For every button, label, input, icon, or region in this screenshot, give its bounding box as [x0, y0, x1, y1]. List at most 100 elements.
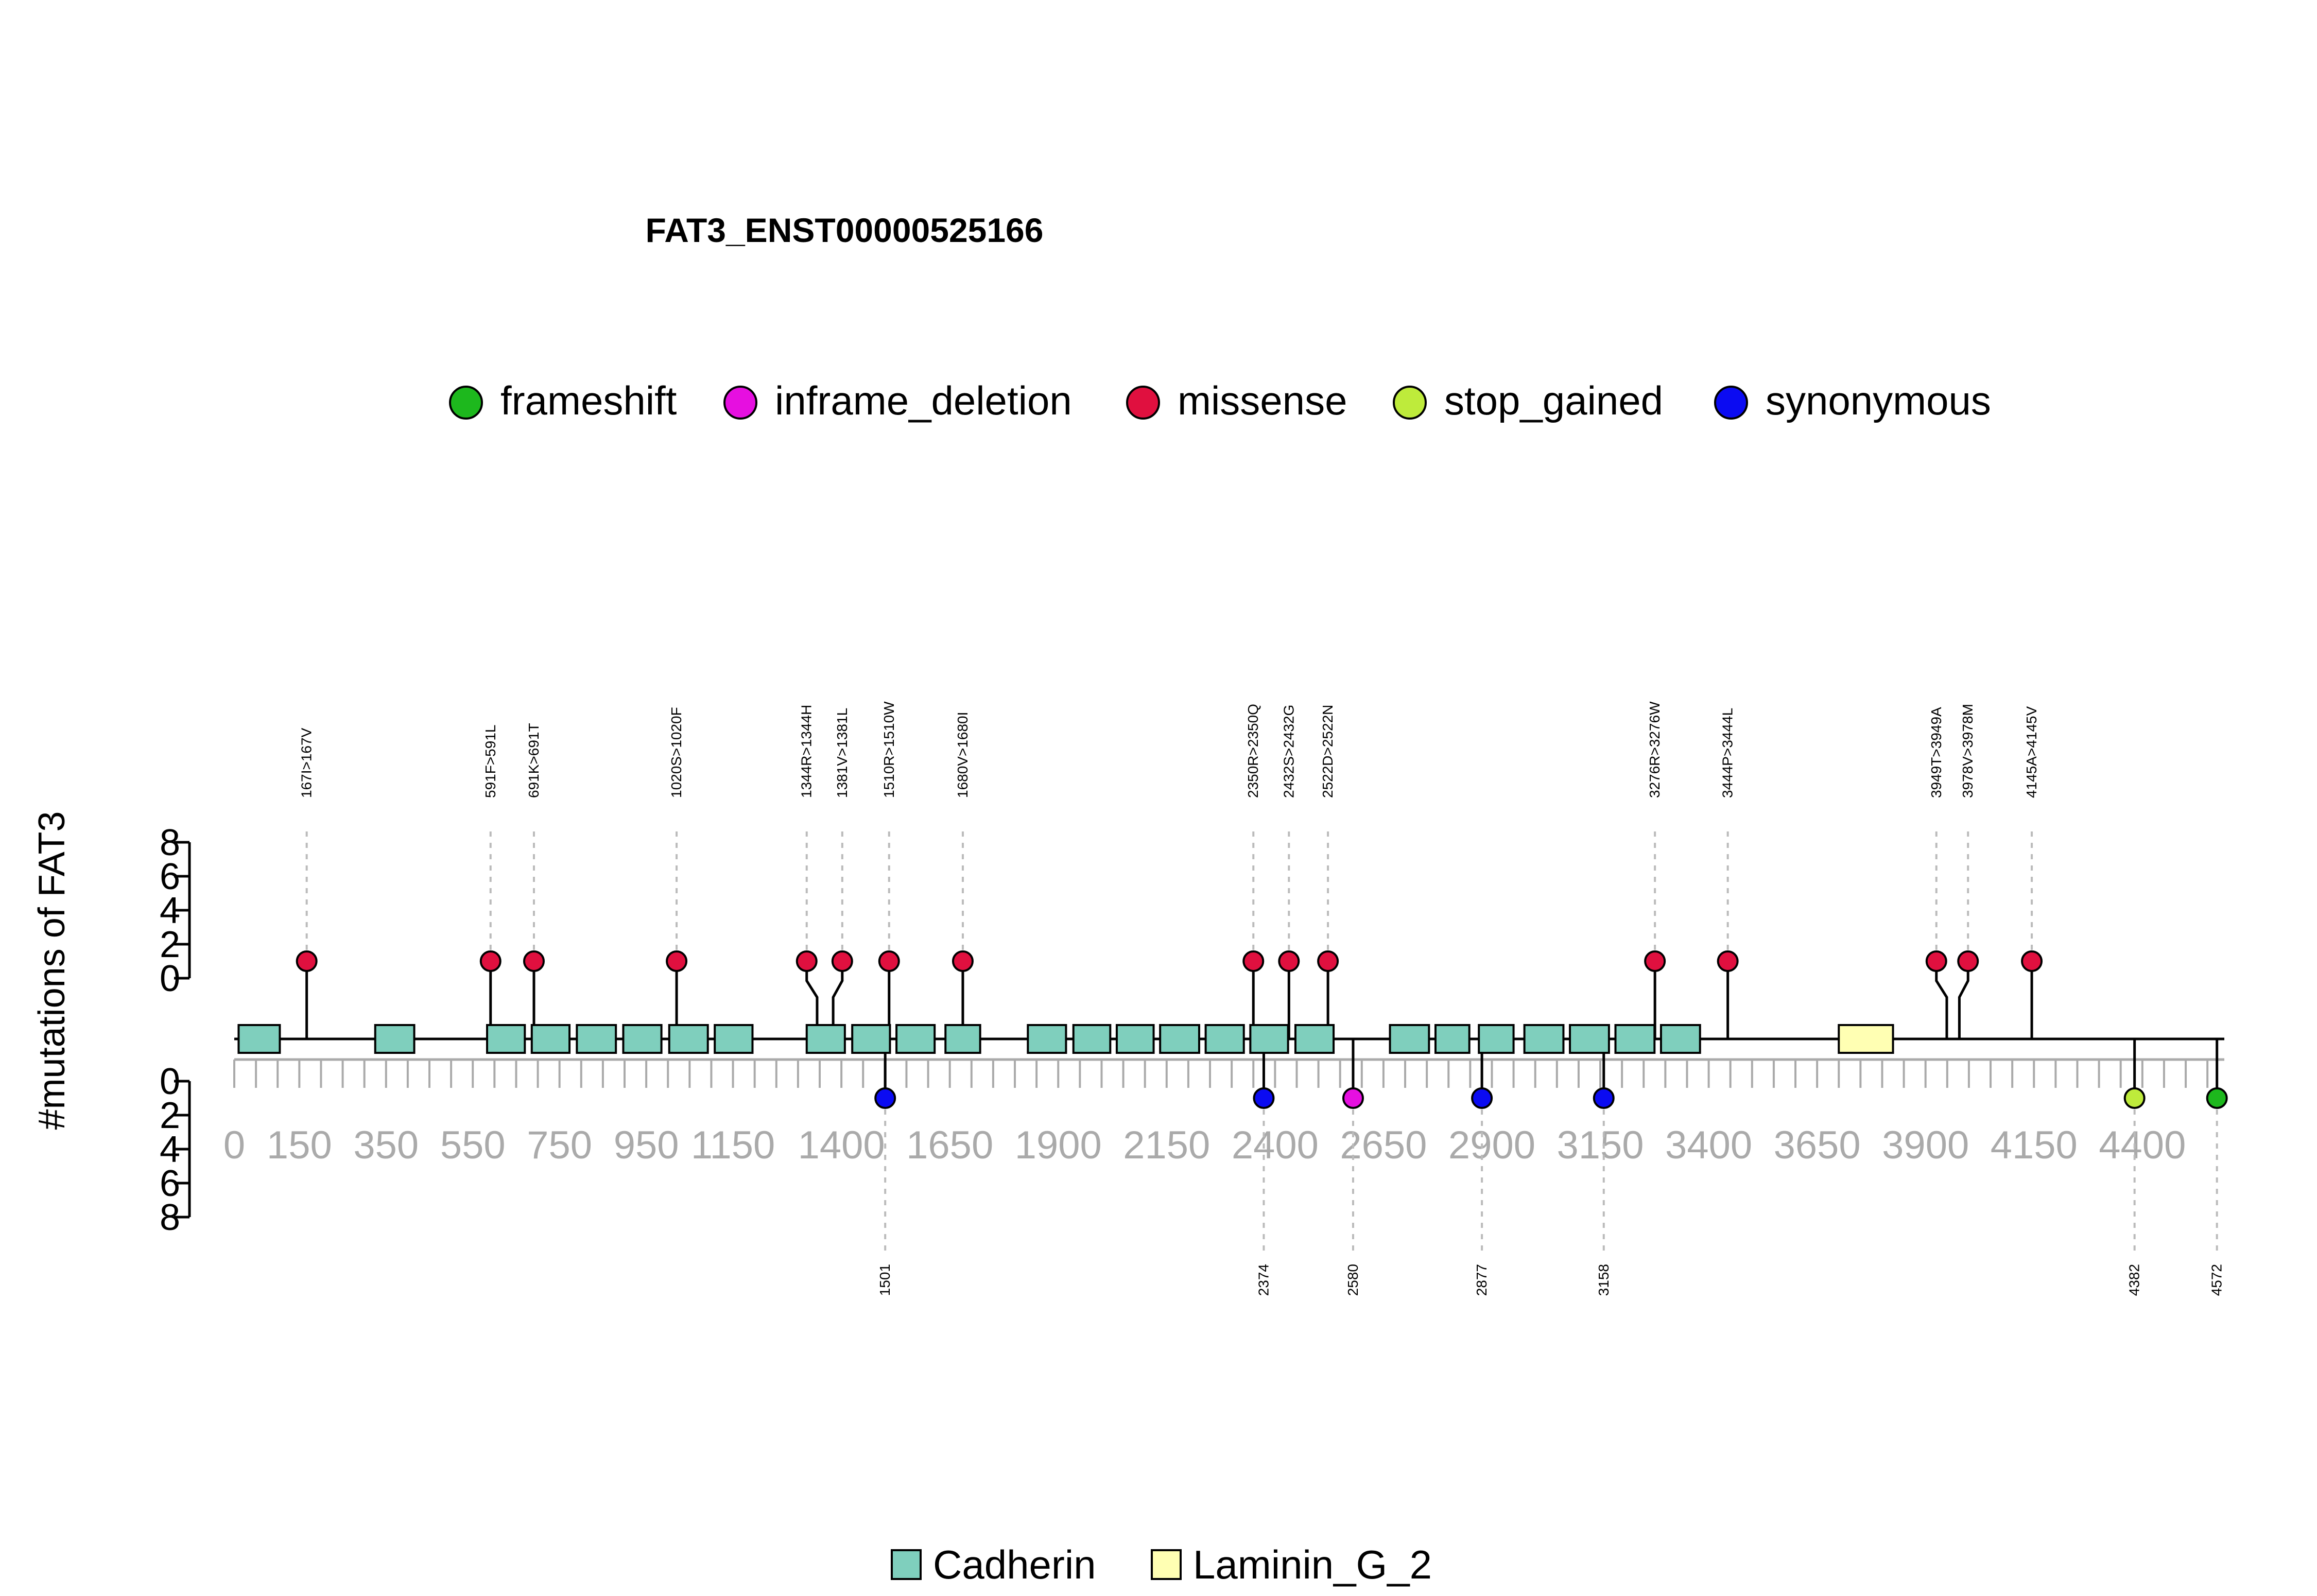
domain-Cadherin [486, 1024, 526, 1054]
domain-Cadherin [1115, 1024, 1155, 1054]
y-axis-label: #mutations of FAT3 [31, 811, 73, 1130]
domain-Cadherin [1027, 1024, 1067, 1054]
x-tick-label-1400: 1400 [798, 1123, 885, 1167]
mutation-label-1344: 1344R>1344H [799, 705, 815, 798]
protein-domains [237, 1024, 1894, 1054]
mutation-label-691: 691K>691T [526, 723, 542, 798]
position-label-4572: 4572 [2209, 1264, 2225, 1296]
lollipop-frameshift [2206, 1087, 2228, 1109]
domain-Cadherin [1523, 1024, 1565, 1054]
y-tick-label-lower-8: 8 [160, 1197, 180, 1238]
lollipop-missense [1925, 950, 1947, 972]
legend-label-Laminin_G_2: Laminin_G_2 [1193, 1542, 1432, 1587]
domain-Cadherin [1614, 1024, 1656, 1054]
x-tick-label-4400: 4400 [2099, 1123, 2186, 1167]
mutation-label-4145: 4145A>4145V [2024, 706, 2039, 798]
x-tick-label-3150: 3150 [1557, 1123, 1644, 1167]
lollipop-missense [1278, 950, 1300, 972]
domain-Cadherin [1249, 1024, 1289, 1054]
mutation-label-3444: 3444P>3444L [1720, 708, 1736, 798]
x-tick-label-2400: 2400 [1232, 1123, 1319, 1167]
domain-Cadherin [805, 1024, 846, 1054]
lollipop-missense [1242, 950, 1265, 972]
legend-label-frameshift: frameshift [500, 378, 677, 423]
x-tick-label-0: 0 [223, 1123, 245, 1167]
domain-Cadherin [1569, 1024, 1610, 1054]
lollipop-missense [796, 950, 818, 972]
position-label-2877: 2877 [1474, 1264, 1490, 1296]
legend-label-missense: missense [1178, 378, 1347, 423]
lollipop-missense [952, 950, 974, 972]
label-guides [305, 831, 2218, 1256]
domain-Cadherin [237, 1024, 281, 1054]
x-tick-label-2650: 2650 [1340, 1123, 1427, 1167]
domain-Cadherin [1434, 1024, 1471, 1054]
legend-label-stop_gained: stop_gained [1444, 378, 1663, 423]
legend-marker-stop_gained [1393, 386, 1427, 420]
domain-Cadherin [530, 1024, 571, 1054]
x-tick-label-1150: 1150 [691, 1123, 775, 1167]
mutation-label-2522: 2522D>2522N [1320, 705, 1336, 798]
y-tick-label-lower-0: 0 [160, 1061, 180, 1102]
mutation-label-3949: 3949T>3949A [1928, 707, 1944, 798]
mutation-label-1381: 1381V>1381L [834, 708, 850, 798]
x-tick-label-950: 950 [614, 1123, 679, 1167]
x-tick-label-2150: 2150 [1123, 1123, 1210, 1167]
domain-Laminin_G_2 [1838, 1024, 1894, 1054]
domain-Cadherin [1294, 1024, 1335, 1054]
lollipop-synonymous [1593, 1087, 1615, 1109]
domain-Cadherin [374, 1024, 416, 1054]
x-tick-label-550: 550 [440, 1123, 506, 1167]
mutation-label-1510: 1510R>1510W [881, 701, 897, 798]
domain-Cadherin [1072, 1024, 1112, 1054]
y-tick-label-upper-8: 8 [160, 822, 180, 863]
legend-marker-inframe_deletion [723, 386, 757, 420]
x-tick-label-1650: 1650 [906, 1123, 993, 1167]
chart-title: FAT3_ENST00000525166 [646, 211, 1044, 249]
legend-marker-missense [1126, 386, 1160, 420]
lollipop-missense [523, 950, 545, 972]
domain-Cadherin [851, 1024, 891, 1054]
lollipop-synonymous [1253, 1087, 1275, 1109]
lollipop-synonymous [874, 1087, 896, 1109]
lollipop-missense [1317, 950, 1339, 972]
legend-label-synonymous: synonymous [1766, 378, 1991, 423]
legend-swatch-Laminin_G_2 [1151, 1549, 1182, 1580]
x-tick-label-4150: 4150 [1991, 1123, 2078, 1167]
lollipop-stop_gained [2123, 1087, 2146, 1109]
domain-Cadherin [1389, 1024, 1430, 1054]
legend-marker-frameshift [449, 386, 483, 420]
lollipop-missense [1957, 950, 1979, 972]
domain-Cadherin [622, 1024, 663, 1054]
position-label-2580: 2580 [1345, 1264, 1361, 1296]
y-tick-label-lower-2: 2 [160, 1095, 180, 1136]
y-tick-label-upper-0: 0 [160, 958, 180, 999]
domain-Cadherin [1659, 1024, 1701, 1054]
mutation-type-legend: frameshift inframe_deletion missense stop_g… [449, 378, 1991, 423]
stem-3978 [1958, 961, 1969, 1039]
mutation-label-3978: 3978V>3978M [1960, 704, 1976, 798]
lollipop-missense [479, 950, 502, 972]
domain-Cadherin [576, 1024, 617, 1054]
y-tick-label-upper-4: 4 [160, 890, 180, 931]
x-tick-label-750: 750 [527, 1123, 592, 1167]
mutation-label-2350: 2350R>2350Q [1245, 704, 1261, 798]
mutation-label-2432: 2432S>2432G [1281, 705, 1296, 798]
mutation-label-591: 591F>591L [482, 725, 498, 798]
lollipop-missense [1717, 950, 1739, 972]
position-label-3158: 3158 [1596, 1264, 1612, 1296]
x-tick-label-3400: 3400 [1665, 1123, 1752, 1167]
domain-Cadherin [1159, 1024, 1200, 1054]
position-label-2374: 2374 [1255, 1264, 1271, 1296]
x-tick-label-3650: 3650 [1774, 1123, 1861, 1167]
domain-Cadherin [895, 1024, 936, 1054]
lollipop-inframe_deletion [1342, 1087, 1364, 1109]
legend-swatch-Cadherin [891, 1549, 922, 1580]
domain-Cadherin [944, 1024, 981, 1054]
mutation-label-1020: 1020S>1020F [668, 707, 684, 798]
y-tick-label-lower-4: 4 [160, 1129, 180, 1170]
x-tick-label-150: 150 [267, 1123, 332, 1167]
y-tick-label-upper-6: 6 [160, 856, 180, 897]
lollipop-missense [2021, 950, 2043, 972]
